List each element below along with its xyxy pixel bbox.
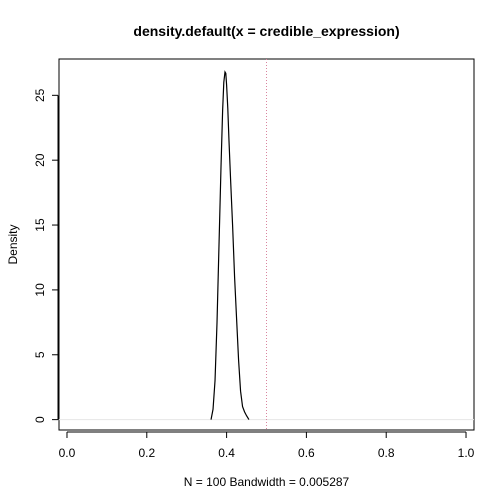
x-tick-label: 0.4 xyxy=(218,446,235,460)
density-curve xyxy=(210,70,250,420)
y-axis-label: Density xyxy=(6,224,20,264)
x-tick-label: 1.0 xyxy=(458,446,475,460)
x-tick-label: 0.6 xyxy=(298,446,315,460)
x-axis: 0.0 0.2 0.4 0.6 0.8 1.0 xyxy=(59,431,475,460)
y-tick-label: 25 xyxy=(33,88,47,102)
x-tick-label: 0.8 xyxy=(378,446,395,460)
y-tick-label: 10 xyxy=(33,283,47,297)
x-axis-label: N = 100 Bandwidth = 0.005287 xyxy=(184,475,350,489)
x-tick-label: 0.2 xyxy=(138,446,155,460)
x-tick-label: 0.0 xyxy=(59,446,76,460)
y-tick-label: 5 xyxy=(33,351,47,358)
y-tick-label: 0 xyxy=(33,416,47,423)
y-tick-label: 20 xyxy=(33,153,47,167)
y-axis: 0 5 10 15 20 25 xyxy=(33,88,59,423)
y-tick-label: 15 xyxy=(33,218,47,232)
chart-title: density.default(x = credible_expression) xyxy=(133,23,399,39)
